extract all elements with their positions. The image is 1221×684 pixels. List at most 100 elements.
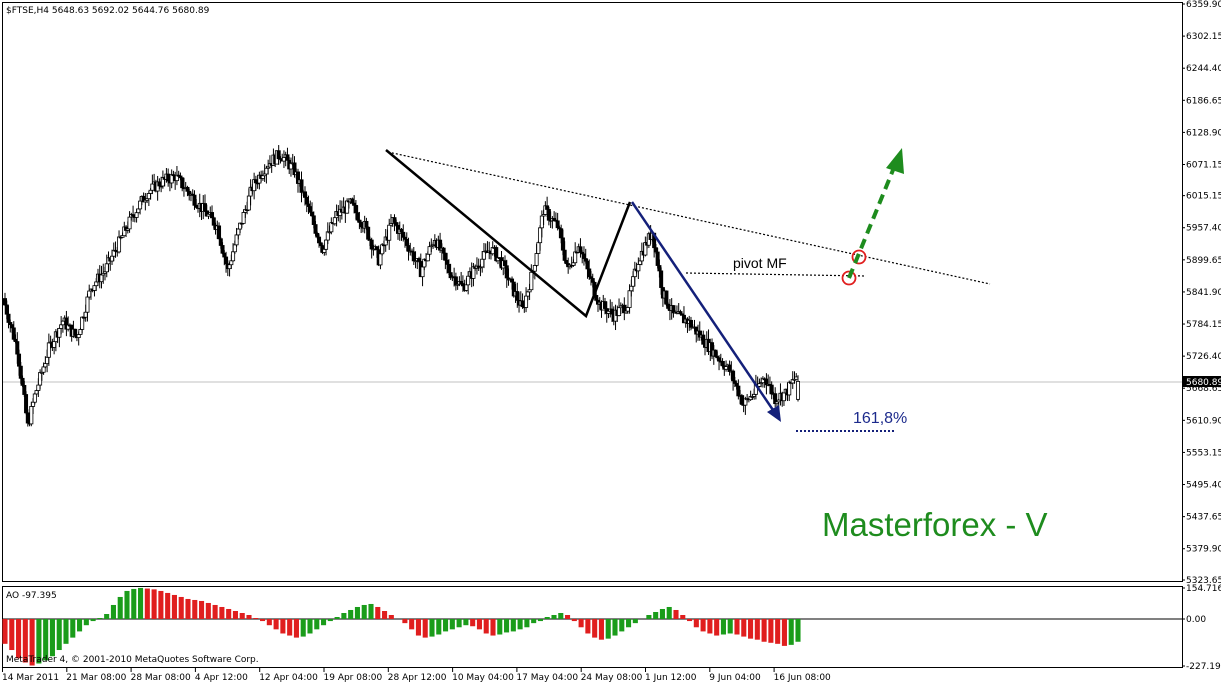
candle-body xyxy=(538,227,543,244)
candle-body xyxy=(653,247,658,253)
candle-body xyxy=(359,222,364,228)
candle-body xyxy=(253,179,258,184)
candle-body xyxy=(355,212,360,221)
candle-body xyxy=(504,265,509,279)
candle-body xyxy=(636,264,641,272)
ao-info: AO -97.395 xyxy=(6,591,57,601)
candle-body xyxy=(264,167,269,175)
y-tick-label: 6186.65 xyxy=(1186,96,1221,106)
candle-body xyxy=(317,236,322,244)
candle-body xyxy=(110,255,115,262)
candle-body xyxy=(445,259,450,265)
candle-body xyxy=(203,203,208,212)
x-tick-label: 1 Jun 12:00 xyxy=(645,673,697,683)
pivot-circle xyxy=(841,270,857,286)
candle-body xyxy=(443,252,448,261)
green-arrow-shaft xyxy=(847,169,895,279)
y-tick-label: 6128.90 xyxy=(1186,128,1221,138)
candle-body xyxy=(627,290,632,308)
candle-body xyxy=(87,290,92,298)
time-axis: 14 Mar 2011 21 Mar 08:00 28 Mar 08:00 4 Apr… xyxy=(2,668,831,683)
candle-body xyxy=(345,200,350,214)
candle-body xyxy=(510,278,515,283)
candle-body xyxy=(52,341,57,348)
candle-body xyxy=(427,246,432,255)
candle-body xyxy=(192,194,197,206)
candle-body xyxy=(236,228,241,236)
candle-body xyxy=(22,384,27,395)
candle-body xyxy=(104,263,109,273)
candle-body xyxy=(136,208,141,214)
candle-body xyxy=(446,263,451,273)
candle-body xyxy=(736,385,741,397)
candle-body xyxy=(322,248,327,253)
candle-body xyxy=(41,366,46,373)
candle-body xyxy=(45,356,50,365)
candle-body xyxy=(32,393,37,403)
candle-body xyxy=(581,253,586,259)
candle-body xyxy=(562,249,567,261)
candle-body xyxy=(232,244,237,253)
x-tick-label: 28 Apr 12:00 xyxy=(388,673,447,683)
blue-wave-line xyxy=(630,201,777,414)
candle-body xyxy=(313,224,318,234)
candle-body xyxy=(657,265,662,272)
candle-body xyxy=(406,245,411,252)
candle-body xyxy=(688,319,693,328)
candle-body xyxy=(15,341,20,355)
price-axis: 6359.90 6302.15 6244.40 6186.65 6128.90 6071.… xyxy=(1182,0,1221,586)
candle-body xyxy=(31,401,36,407)
candle-body xyxy=(180,177,185,189)
candle-body xyxy=(666,303,671,309)
candle-body xyxy=(304,196,309,205)
candle-body xyxy=(210,212,215,219)
candle-body xyxy=(34,390,39,395)
candle-body xyxy=(246,195,251,211)
candle-body xyxy=(218,238,223,246)
candle-body xyxy=(60,320,65,326)
candle-body xyxy=(366,226,371,240)
current-price-tag xyxy=(1183,376,1221,387)
y-tick-label: 6244.40 xyxy=(1186,64,1221,74)
candle-body xyxy=(231,251,236,262)
candle-body xyxy=(525,291,530,297)
candle-body xyxy=(560,237,565,251)
candle-body xyxy=(318,242,323,247)
x-tick-label: 24 May 08:00 xyxy=(581,673,643,683)
candle-body xyxy=(387,224,392,241)
candle-body xyxy=(411,251,416,262)
candlestick-series xyxy=(3,145,801,427)
candle-body xyxy=(524,295,529,308)
candle-body xyxy=(717,357,722,362)
candle-body xyxy=(315,232,320,238)
ao-tick-label: 0.00 xyxy=(1186,615,1206,625)
candle-body xyxy=(425,253,430,262)
candle-body xyxy=(585,260,590,270)
candle-body xyxy=(590,278,595,283)
x-tick-label: 9 Jun 04:00 xyxy=(709,673,761,683)
candle-body xyxy=(466,275,471,286)
candle-body xyxy=(503,260,508,267)
ao-tick-label: 154.716 xyxy=(1186,584,1221,594)
candle-body xyxy=(10,324,15,329)
x-tick-label: 19 Apr 08:00 xyxy=(324,673,383,683)
candle-body xyxy=(185,186,190,192)
candle-body xyxy=(353,204,358,214)
candle-body xyxy=(364,220,369,228)
candle-body xyxy=(587,268,592,278)
candle-body xyxy=(299,179,304,193)
candle-body xyxy=(241,212,246,224)
x-tick-label: 4 Apr 12:00 xyxy=(195,673,248,683)
candle-body xyxy=(134,212,139,218)
candle-body xyxy=(578,246,583,253)
y-tick-label: 5668.65 xyxy=(1186,384,1221,394)
y-tick-label: 5726.40 xyxy=(1186,352,1221,362)
x-tick-label: 14 Mar 2011 xyxy=(2,673,59,683)
candle-body xyxy=(276,150,281,160)
candle-body xyxy=(148,189,153,194)
candle-body xyxy=(610,308,615,315)
candle-body xyxy=(76,334,81,338)
x-tick-label: 10 May 04:00 xyxy=(452,673,514,683)
candle-body xyxy=(781,392,786,402)
candle-body xyxy=(796,381,801,400)
